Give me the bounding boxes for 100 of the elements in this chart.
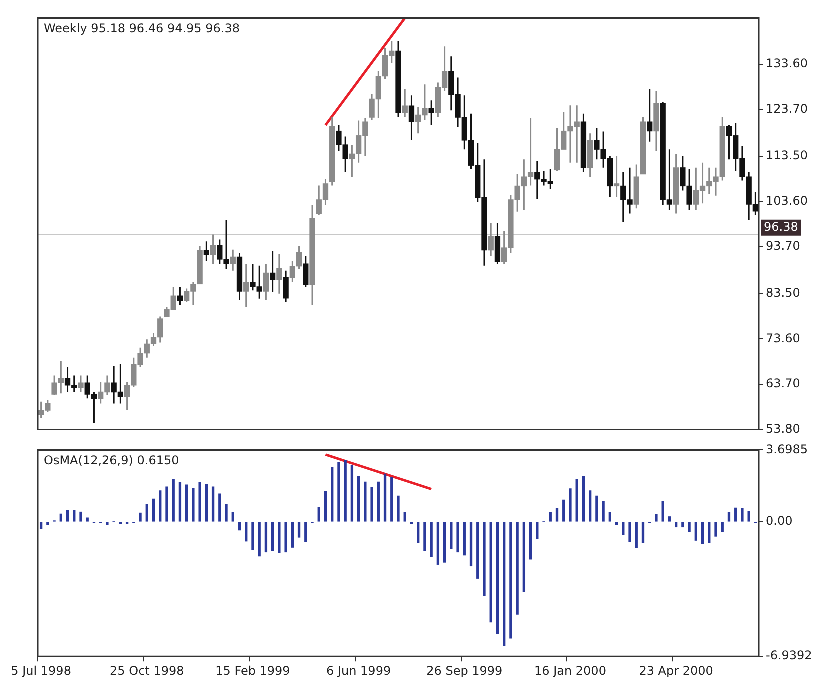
bar	[384, 474, 387, 522]
candlestick	[654, 90, 660, 152]
bar	[186, 484, 188, 522]
bar	[424, 522, 426, 552]
candlestick	[673, 153, 680, 214]
bar	[166, 486, 168, 522]
bar	[463, 522, 466, 556]
bar	[232, 512, 234, 522]
bar	[741, 508, 744, 522]
bar	[529, 522, 532, 560]
bar	[549, 512, 552, 522]
y-tick-label: 0.00	[766, 514, 793, 528]
bar	[582, 476, 586, 522]
bar	[642, 522, 645, 544]
bar	[159, 490, 162, 522]
bar	[66, 510, 70, 522]
bar	[357, 476, 360, 522]
bar	[238, 522, 242, 531]
candlestick	[647, 88, 653, 143]
bar	[588, 490, 592, 522]
bar	[390, 477, 394, 522]
x-tick-label: 5 Jul 1998	[11, 664, 72, 678]
candlestick	[634, 164, 640, 210]
bar	[264, 522, 268, 553]
bar	[172, 480, 175, 522]
candlestick	[276, 254, 282, 295]
candlestick	[330, 116, 336, 187]
bar	[106, 522, 109, 526]
candlestick	[408, 94, 415, 141]
x-tick-label: 15 Feb 1999	[216, 664, 290, 678]
y-tick-label: 93.70	[766, 239, 800, 254]
bar	[430, 522, 433, 558]
candlestick	[236, 252, 243, 301]
chart-title: Weekly 95.18 96.46 94.95 96.38	[44, 21, 240, 36]
bar	[225, 504, 228, 522]
bar	[397, 496, 400, 522]
candlestick	[580, 113, 587, 174]
candlestick	[310, 204, 316, 306]
bar	[245, 522, 248, 542]
bar	[198, 482, 202, 522]
bar	[483, 522, 486, 596]
bar	[608, 512, 612, 522]
bar	[318, 507, 320, 522]
bar	[86, 518, 89, 522]
bar	[450, 522, 453, 550]
candlestick	[244, 264, 250, 308]
bar	[443, 522, 446, 563]
y-tick-label: 103.60	[766, 194, 808, 208]
bar	[218, 494, 222, 522]
y-tick-label: 73.60	[766, 331, 800, 346]
x-tick-label: 25 Oct 1998	[110, 664, 184, 678]
bar	[562, 500, 566, 522]
bar	[688, 522, 691, 532]
bar	[516, 522, 519, 615]
x-tick-label: 6 Jun 1999	[326, 664, 392, 678]
bar	[331, 468, 334, 522]
bar	[377, 482, 380, 522]
bar	[721, 522, 724, 532]
bar	[655, 514, 658, 522]
ref-line-label: 96.38	[764, 220, 798, 234]
bar	[496, 522, 500, 634]
bar	[40, 522, 43, 530]
bar	[284, 522, 288, 553]
bar	[80, 512, 82, 522]
y-tick-label: 133.60	[766, 56, 808, 71]
bar	[152, 498, 156, 522]
candlestick	[428, 100, 434, 126]
candlestick	[210, 234, 216, 266]
candlestick	[177, 286, 184, 306]
bar	[205, 484, 208, 522]
x-tick-label: 26 Sep 1999	[426, 664, 503, 678]
bar	[344, 460, 347, 522]
bar	[252, 522, 254, 550]
bar	[146, 504, 148, 522]
bar	[602, 501, 605, 522]
bar	[748, 511, 750, 522]
bar	[470, 522, 473, 567]
bar	[73, 510, 76, 522]
bar	[258, 522, 261, 557]
candlestick	[396, 40, 402, 118]
bar	[628, 522, 632, 542]
bar	[364, 482, 367, 522]
candlestick	[303, 256, 309, 288]
bar	[536, 522, 539, 540]
candlestick	[230, 249, 236, 272]
y-tick-label: 53.80	[766, 422, 800, 436]
bar	[674, 522, 678, 528]
bar	[622, 522, 625, 536]
y-tick-label: 113.50	[766, 148, 808, 163]
bar	[291, 522, 294, 548]
bar	[556, 508, 559, 522]
candlestick	[488, 222, 494, 258]
bar	[370, 487, 374, 522]
candlestick	[263, 264, 270, 301]
bar	[635, 522, 638, 548]
candlestick	[283, 270, 289, 303]
bar	[476, 522, 480, 579]
x-tick-label: 16 Jan 2000	[534, 664, 606, 678]
candlestick	[197, 245, 203, 285]
bar	[694, 522, 698, 541]
